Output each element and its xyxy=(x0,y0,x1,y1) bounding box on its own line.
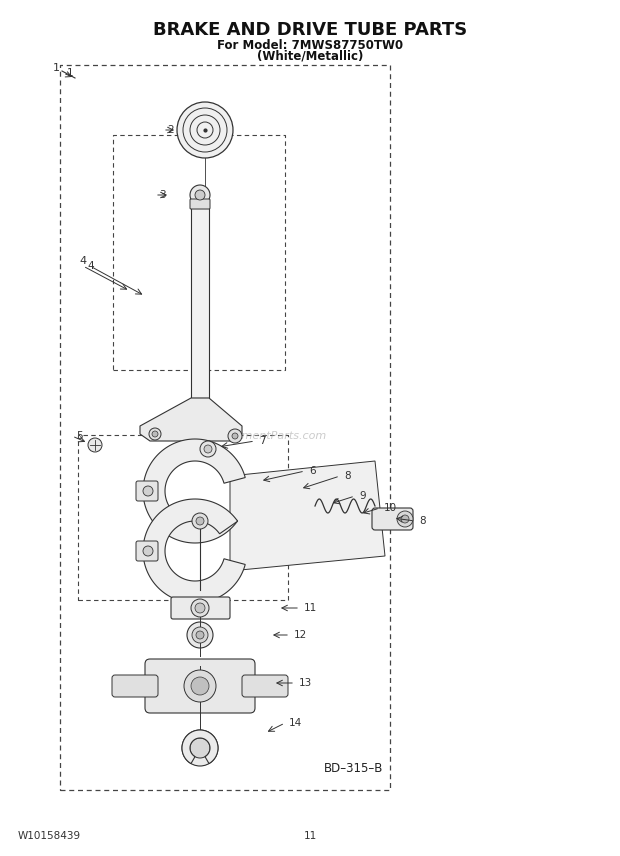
Circle shape xyxy=(228,429,242,443)
Circle shape xyxy=(192,627,208,643)
Text: (White/Metallic): (White/Metallic) xyxy=(257,50,363,62)
FancyBboxPatch shape xyxy=(190,199,210,209)
FancyBboxPatch shape xyxy=(136,541,158,561)
Text: 1: 1 xyxy=(53,63,60,73)
Text: 4: 4 xyxy=(87,261,94,271)
Circle shape xyxy=(195,190,205,200)
Text: 1: 1 xyxy=(67,68,74,78)
Circle shape xyxy=(88,438,102,452)
Text: ereplacementParts.com: ereplacementParts.com xyxy=(193,431,327,441)
Text: 7: 7 xyxy=(259,436,265,446)
FancyBboxPatch shape xyxy=(112,675,158,697)
Text: For Model: 7MWS87750TW0: For Model: 7MWS87750TW0 xyxy=(217,39,403,51)
Circle shape xyxy=(196,517,204,525)
Text: 2: 2 xyxy=(167,125,174,135)
Circle shape xyxy=(232,433,238,439)
Text: BRAKE AND DRIVE TUBE PARTS: BRAKE AND DRIVE TUBE PARTS xyxy=(153,21,467,39)
Circle shape xyxy=(152,431,158,437)
Text: 11: 11 xyxy=(304,603,317,613)
FancyBboxPatch shape xyxy=(136,481,158,501)
Circle shape xyxy=(187,622,213,648)
FancyBboxPatch shape xyxy=(145,659,255,713)
Circle shape xyxy=(143,546,153,556)
Circle shape xyxy=(184,670,216,702)
FancyBboxPatch shape xyxy=(372,508,413,530)
Text: 9: 9 xyxy=(359,491,366,501)
Text: 11: 11 xyxy=(303,831,317,841)
Text: 14: 14 xyxy=(289,718,303,728)
Circle shape xyxy=(397,511,413,527)
Text: 8: 8 xyxy=(419,516,425,526)
Circle shape xyxy=(200,441,216,457)
Circle shape xyxy=(190,185,210,205)
Circle shape xyxy=(182,730,218,766)
Polygon shape xyxy=(140,398,242,441)
Text: BD–315–B: BD–315–B xyxy=(324,762,383,775)
Text: 4: 4 xyxy=(79,256,87,266)
Circle shape xyxy=(195,603,205,613)
Circle shape xyxy=(192,513,208,529)
Circle shape xyxy=(143,486,153,496)
Polygon shape xyxy=(230,461,385,571)
Bar xyxy=(191,208,209,398)
Text: 3: 3 xyxy=(159,190,166,200)
Polygon shape xyxy=(182,730,218,764)
Circle shape xyxy=(177,102,233,158)
Text: 10: 10 xyxy=(384,503,397,513)
Text: 6: 6 xyxy=(309,466,316,476)
Text: 12: 12 xyxy=(294,630,308,640)
Circle shape xyxy=(149,428,161,440)
Circle shape xyxy=(401,515,409,523)
Circle shape xyxy=(204,445,212,453)
Text: 8: 8 xyxy=(344,471,351,481)
Circle shape xyxy=(191,599,209,617)
Text: W10158439: W10158439 xyxy=(18,831,81,841)
Polygon shape xyxy=(143,499,246,603)
FancyBboxPatch shape xyxy=(242,675,288,697)
FancyBboxPatch shape xyxy=(171,597,230,619)
Circle shape xyxy=(196,631,204,639)
Circle shape xyxy=(191,677,209,695)
Text: 5: 5 xyxy=(76,431,82,441)
Text: 13: 13 xyxy=(299,678,312,688)
Circle shape xyxy=(190,738,210,758)
Polygon shape xyxy=(143,439,246,543)
